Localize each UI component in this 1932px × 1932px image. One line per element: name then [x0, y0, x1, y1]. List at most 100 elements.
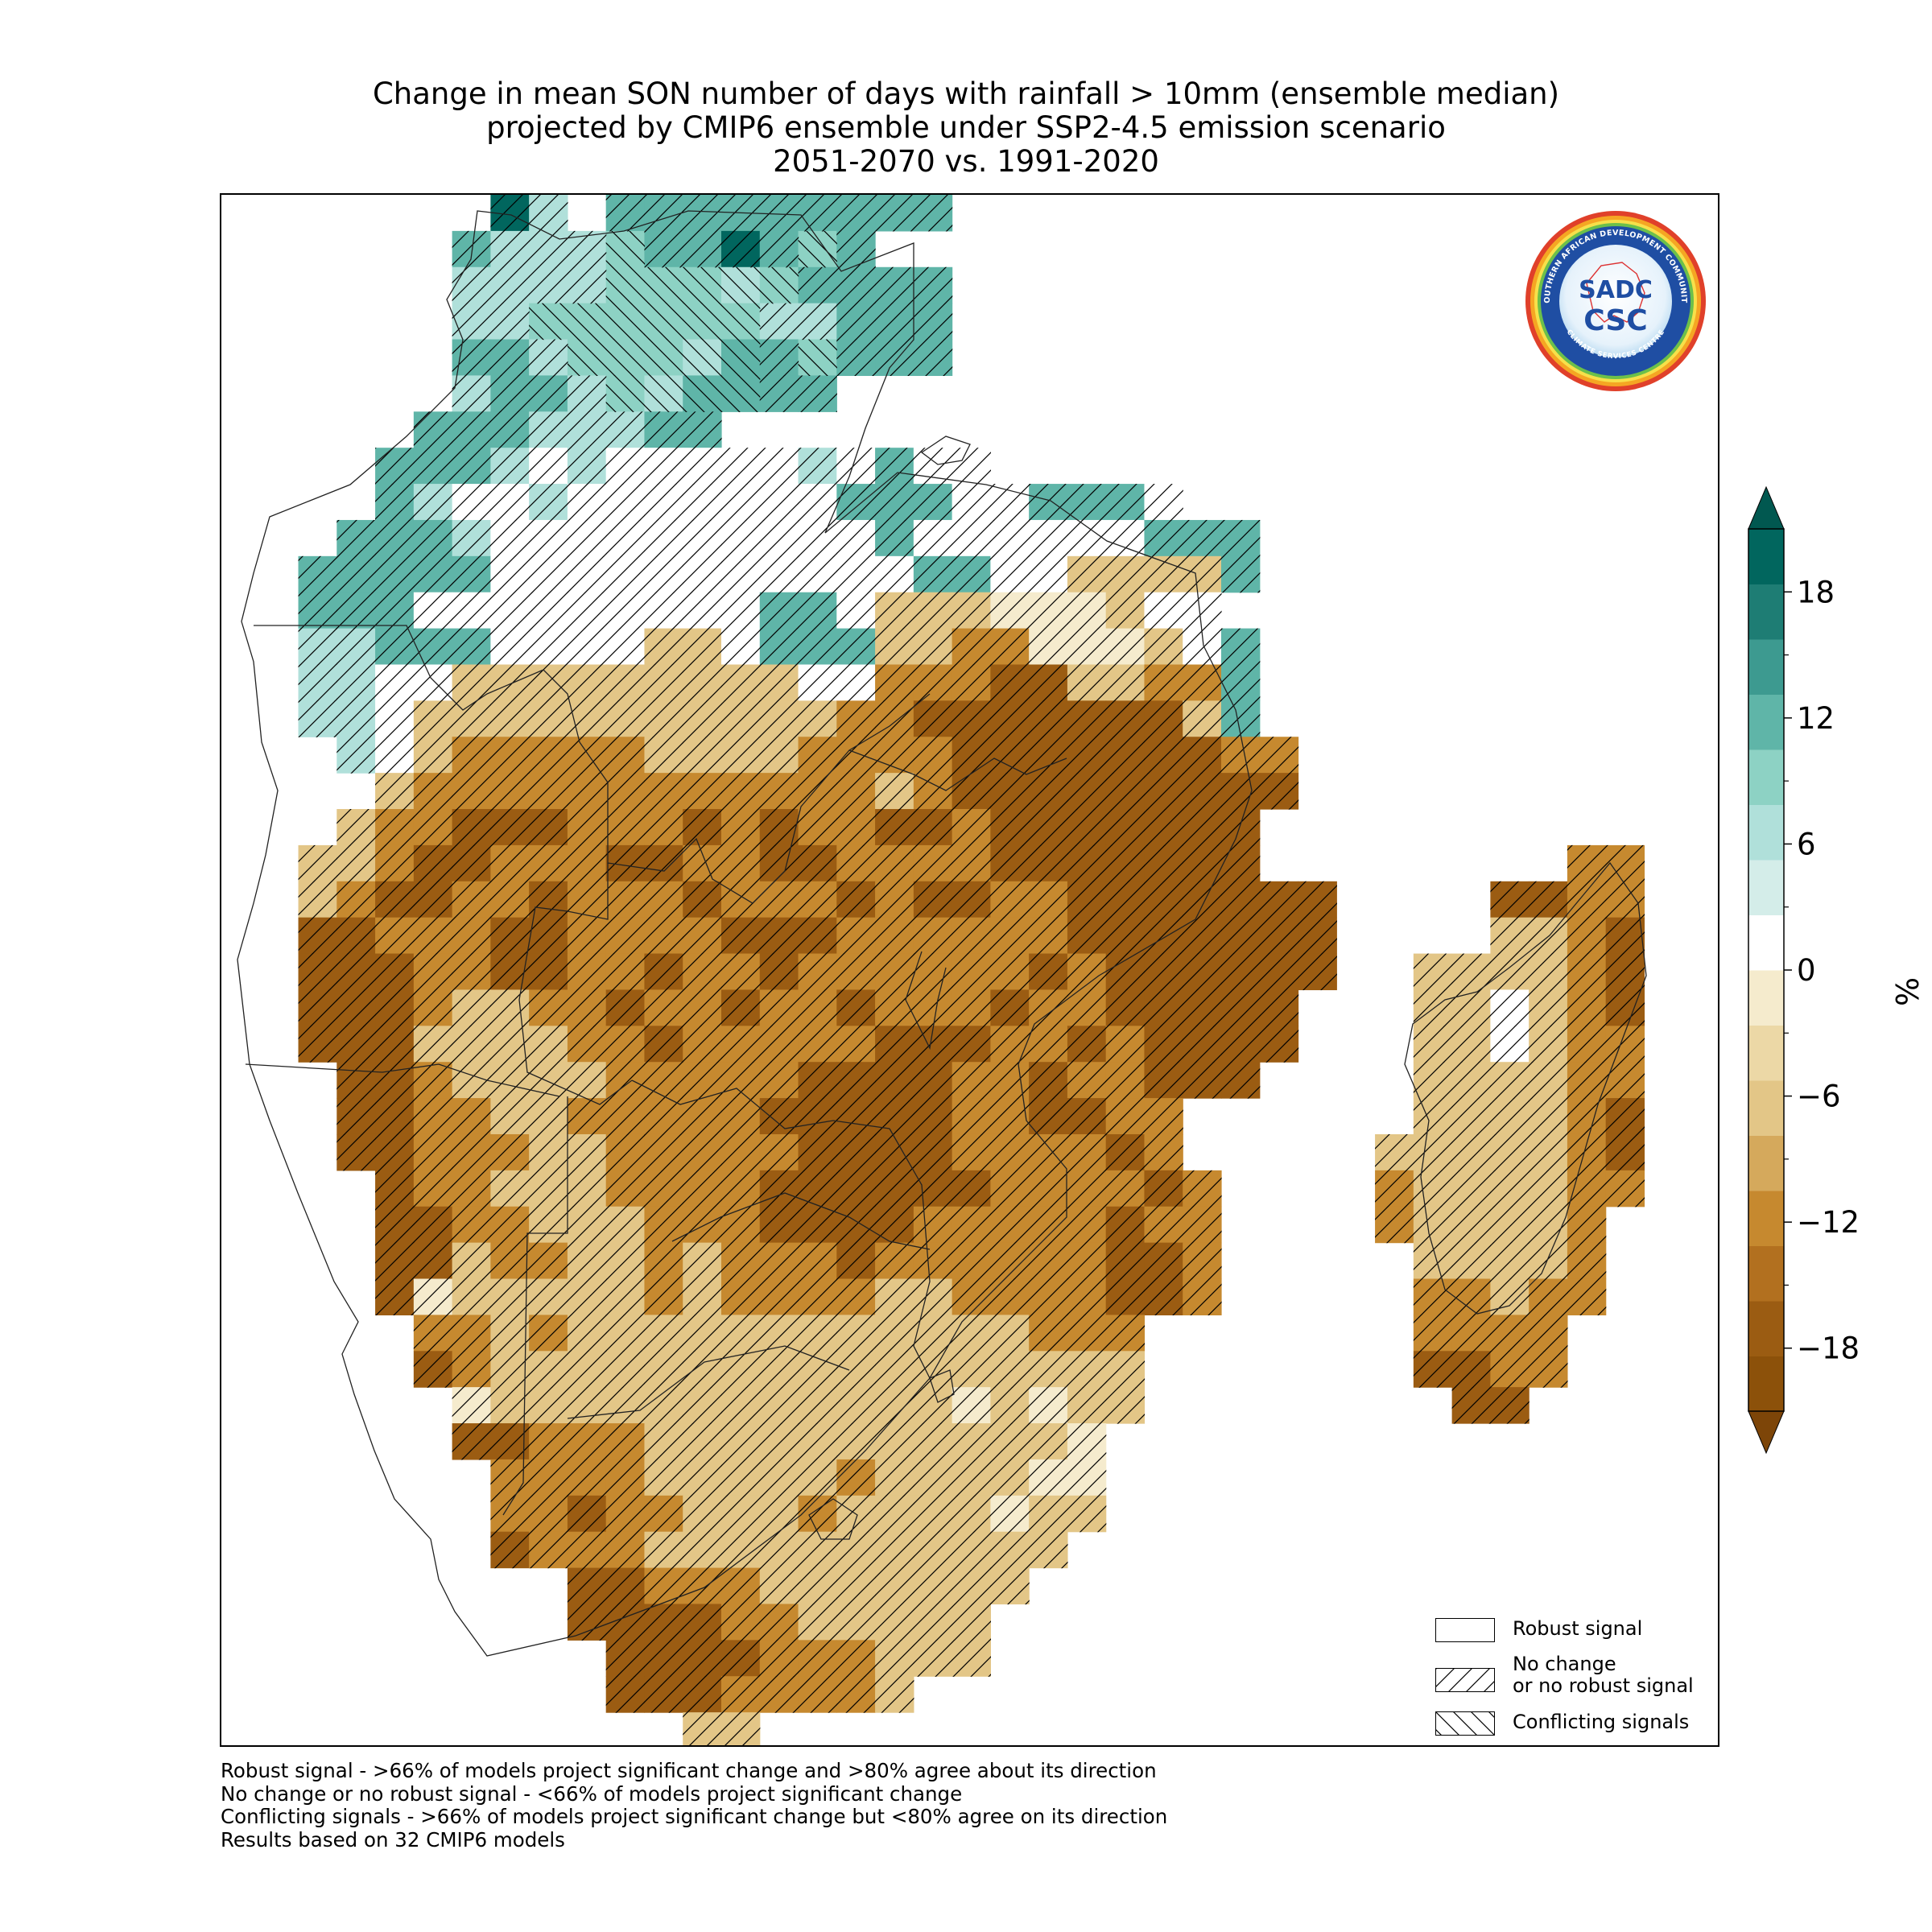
- footnote-conflicting: Conflicting signals - >66% of models pro…: [221, 1805, 1168, 1828]
- hatch-no-robust-signal: [529, 448, 568, 485]
- hatch-no-robust-signal: [1144, 1062, 1183, 1099]
- hatch-no-robust-signal: [529, 989, 568, 1026]
- hatch-no-robust-signal: [990, 664, 1030, 701]
- hatch-no-robust-signal: [644, 737, 683, 774]
- hatch-no-robust-signal: [836, 664, 876, 701]
- hatch-no-robust-signal: [1490, 1315, 1530, 1352]
- hatch-no-robust-signal: [1221, 773, 1261, 810]
- hatch-no-robust-signal: [413, 1242, 453, 1280]
- hatch-no-robust-signal: [452, 1133, 491, 1171]
- hatch-no-robust-signal: [1144, 737, 1183, 774]
- hatch-no-robust-signal: [413, 844, 453, 882]
- hatch-no-robust-signal: [452, 773, 491, 810]
- hatch-no-robust-signal: [567, 1278, 607, 1315]
- hatch-no-robust-signal: [990, 1387, 1030, 1424]
- hatch-no-robust-signal: [836, 1242, 876, 1280]
- hatch-no-robust-signal: [605, 628, 646, 666]
- hatch-no-robust-signal: [567, 411, 607, 448]
- hatch-no-robust-signal: [1490, 1133, 1530, 1171]
- hatch-no-robust-signal: [605, 1242, 646, 1280]
- hatch-no-robust-signal: [875, 1676, 914, 1713]
- hatch-no-robust-signal: [605, 917, 646, 955]
- hatch-no-robust-signal: [1067, 773, 1107, 810]
- hatch-no-robust-signal: [798, 1423, 837, 1460]
- hatch-conflicting: [683, 375, 722, 412]
- hatch-no-robust-signal: [990, 700, 1030, 737]
- hatch-no-robust-signal: [875, 555, 914, 593]
- hatch-no-robust-signal: [605, 1278, 646, 1315]
- hatch-no-robust-signal: [836, 737, 876, 774]
- hatch-no-robust-signal: [1375, 1170, 1414, 1208]
- hatch-no-robust-signal: [605, 195, 646, 232]
- colorbar-segment: [1748, 529, 1784, 584]
- hatch-no-robust-signal: [490, 266, 530, 304]
- hatch-no-robust-signal: [683, 1133, 722, 1171]
- hatch-no-robust-signal: [836, 700, 876, 737]
- hatch-conflicting: [798, 230, 837, 268]
- border-zimbabwe-sa: [671, 1192, 931, 1250]
- hatch-no-robust-signal: [913, 195, 953, 232]
- hatch-no-robust-signal: [490, 700, 530, 737]
- hatch-no-robust-signal: [1259, 953, 1299, 991]
- hatch-no-robust-signal: [798, 809, 837, 846]
- hatch-no-robust-signal: [1605, 1098, 1645, 1135]
- hatch-no-robust-signal: [875, 519, 914, 557]
- hatch-no-robust-signal: [336, 737, 376, 774]
- hatch-no-robust-signal: [990, 519, 1030, 557]
- hatch-no-robust-signal: [567, 1459, 607, 1496]
- colorbar-ticks: 18 12 6 0 −6 −12 −18: [1784, 575, 1860, 1366]
- hatch-no-robust-signal: [1529, 1170, 1568, 1208]
- hatch-no-robust-signal: [375, 1278, 415, 1315]
- hatch-no-robust-signal: [336, 989, 376, 1026]
- hatch-no-robust-signal: [759, 737, 799, 774]
- map-title: Change in mean SON number of days with r…: [0, 77, 1932, 179]
- hatch-no-robust-signal: [1105, 1278, 1146, 1315]
- hatch-no-robust-signal: [605, 1133, 646, 1171]
- hatch-no-robust-signal: [1605, 953, 1645, 991]
- hatch-no-robust-signal: [644, 1133, 683, 1171]
- hatch-no-robust-signal: [605, 881, 646, 919]
- hatch-no-robust-signal: [1375, 1133, 1414, 1171]
- hatch-no-robust-signal: [336, 953, 376, 991]
- sadc-csc-logo: SOUTHERN AFRICAN DEVELOPMENT COMMUNITY C…: [1520, 203, 1707, 393]
- hatch-no-robust-signal: [1567, 989, 1607, 1026]
- colorbar-tick-label: 0: [1797, 953, 1816, 988]
- hatch-no-robust-signal: [990, 917, 1030, 955]
- hatch-no-robust-signal: [336, 628, 376, 666]
- hatch-no-robust-signal: [644, 700, 683, 737]
- hatch-no-robust-signal: [413, 1133, 453, 1171]
- hatch-no-robust-signal: [644, 448, 683, 485]
- hatch-no-robust-signal: [913, 700, 953, 737]
- hatch-no-robust-signal: [1567, 1026, 1607, 1063]
- hatch-legend: Robust signal No change or no robust sig…: [1435, 1616, 1709, 1750]
- hatch-no-robust-signal: [375, 953, 415, 991]
- hatch-no-robust-signal: [1105, 1098, 1146, 1135]
- hatch-no-robust-signal: [836, 917, 876, 955]
- hatch-no-robust-signal: [644, 844, 683, 882]
- hatch-no-robust-signal: [683, 1531, 722, 1569]
- hatch-no-robust-signal: [413, 411, 453, 448]
- hatch-no-robust-signal: [1105, 917, 1146, 955]
- colorbar-segment: [1748, 804, 1784, 861]
- hatch-no-robust-signal: [644, 881, 683, 919]
- hatch-no-robust-signal: [759, 303, 799, 341]
- hatch-no-robust-signal: [1029, 1387, 1068, 1424]
- hatch-no-robust-signal: [644, 519, 683, 557]
- hatch-no-robust-signal: [605, 773, 646, 810]
- hatch-no-robust-signal: [875, 664, 914, 701]
- hatch-no-robust-signal: [1067, 809, 1107, 846]
- hatch-conflicting: [683, 266, 722, 304]
- hatch-no-robust-signal: [1451, 1206, 1491, 1244]
- hatch-no-robust-signal: [683, 1567, 722, 1605]
- legend-label-conflicting: Conflicting signals: [1513, 1711, 1690, 1733]
- hatch-no-robust-signal: [567, 1604, 607, 1641]
- hatch-no-robust-signal: [913, 844, 953, 882]
- hatch-no-robust-signal: [1144, 1206, 1183, 1244]
- hatch-no-robust-signal: [952, 809, 991, 846]
- hatch-no-robust-signal: [683, 809, 722, 846]
- coastline-mainland: [237, 210, 1253, 1657]
- hatch-no-robust-signal: [644, 1495, 683, 1533]
- hatch-no-robust-signal: [1567, 917, 1607, 955]
- hatch-no-robust-signal: [490, 664, 530, 701]
- hatch-no-robust-signal: [375, 555, 415, 593]
